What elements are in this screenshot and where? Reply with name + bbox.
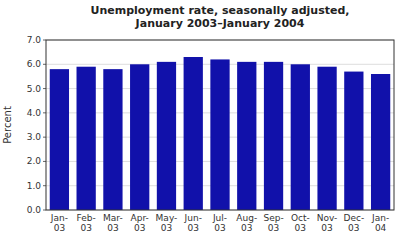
x-tick-label-line: 03 <box>321 223 332 233</box>
x-tick-label: Mar-03 <box>103 213 123 233</box>
x-tick-label-line: 03 <box>161 223 172 233</box>
y-tick-label: 3.0 <box>27 132 42 142</box>
y-tick-label: 1.0 <box>27 181 42 191</box>
x-tick-label-line: Nov- <box>317 213 338 223</box>
y-tick-label: 2.0 <box>27 156 42 166</box>
x-tick-label-line: Jun- <box>184 213 202 223</box>
y-tick-label: 0.0 <box>27 205 42 215</box>
x-tick-label-line: 03 <box>107 223 118 233</box>
x-tick-label: Jan-03 <box>50 213 68 233</box>
x-tick-label-line: 03 <box>241 223 252 233</box>
chart: Unemployment rate, seasonally adjusted,J… <box>0 0 401 238</box>
plot-frame <box>46 40 394 210</box>
x-tick-label-line: 03 <box>214 223 225 233</box>
x-tick-label: Oct-03 <box>291 213 310 233</box>
y-tick-label: 7.0 <box>27 35 42 45</box>
x-tick-label-line: 03 <box>134 223 145 233</box>
x-tick-label: Jul-03 <box>212 213 227 233</box>
x-tick-label-line: 03 <box>80 223 91 233</box>
bar <box>50 69 69 210</box>
bar <box>317 67 336 210</box>
x-tick-label-line: 04 <box>375 223 387 233</box>
y-tick-label: 4.0 <box>27 108 42 118</box>
x-tick-label: Dec-03 <box>344 213 365 233</box>
x-tick-label-line: Jul- <box>212 213 227 223</box>
x-tick-label-line: 03 <box>188 223 199 233</box>
bar <box>77 67 96 210</box>
bar <box>264 62 283 210</box>
bar <box>157 62 176 210</box>
bar <box>291 64 310 210</box>
title-line: Unemployment rate, seasonally adjusted, <box>90 4 349 17</box>
x-tick-label-line: Oct- <box>291 213 310 223</box>
x-axis: Jan-03Feb-03Mar-03Apr-03May-03Jun-03Jul-… <box>50 213 389 233</box>
x-tick-label: Nov-03 <box>317 213 338 233</box>
bar <box>237 62 256 210</box>
y-axis-label: Percent <box>2 106 13 144</box>
x-tick-label-line: Sep- <box>263 213 283 223</box>
x-tick-label: Feb-03 <box>77 213 96 233</box>
x-tick-label-line: Jan- <box>371 213 389 223</box>
y-axis: 0.0 1.0 2.0 3.0 4.0 5.0 6.0 7.0 <box>27 35 394 215</box>
x-tick-label: May-03 <box>156 213 178 233</box>
x-tick-label-line: Feb- <box>77 213 96 223</box>
x-tick-label-line: May- <box>156 213 178 223</box>
bar <box>130 64 149 210</box>
x-tick-label-line: Mar- <box>103 213 123 223</box>
x-tick-label: Jun-03 <box>184 213 202 233</box>
x-tick-label-line: 03 <box>295 223 306 233</box>
bar <box>344 72 363 210</box>
x-tick-label-line: Dec- <box>344 213 365 223</box>
x-tick-label: Jan-04 <box>371 213 389 233</box>
x-tick-label-line: Apr- <box>131 213 149 223</box>
x-tick-label-line: 03 <box>54 223 65 233</box>
x-tick-label-line: Jan- <box>50 213 68 223</box>
bar <box>184 57 203 210</box>
x-tick-label: Aug-03 <box>236 213 257 233</box>
title-line: January 2003–January 2004 <box>135 17 305 30</box>
bar <box>371 74 390 210</box>
bar <box>210 59 229 210</box>
x-tick-label-line: 03 <box>348 223 359 233</box>
y-tick-label: 5.0 <box>27 84 42 94</box>
bars <box>50 57 391 210</box>
x-tick-label: Apr-03 <box>131 213 149 233</box>
x-tick-label: Sep-03 <box>263 213 283 233</box>
y-tick-label: 6.0 <box>27 59 42 69</box>
x-tick-label-line: 03 <box>268 223 279 233</box>
bar <box>103 69 122 210</box>
title: Unemployment rate, seasonally adjusted,J… <box>90 4 349 30</box>
x-tick-label-line: Aug- <box>236 213 257 223</box>
